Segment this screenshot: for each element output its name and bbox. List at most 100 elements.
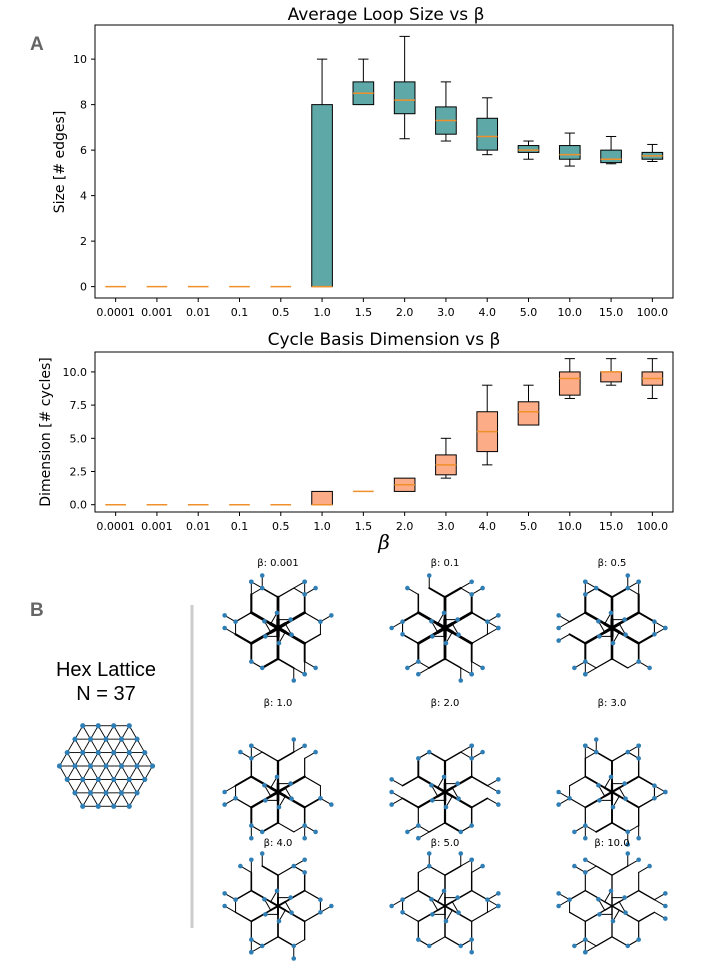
- graph-node: [455, 781, 460, 786]
- graph-edge: [428, 936, 446, 947]
- graph-node: [636, 579, 641, 585]
- graph-node: [416, 937, 421, 942]
- graph-node: [274, 888, 280, 894]
- graph-edge: [470, 611, 489, 623]
- graph-node: [623, 632, 628, 638]
- mini-graphs: β: 0.001 β: 0.1 β: 0.5 β: 1.0 β: 2.0 β: 3.0 β:…: [222, 558, 668, 961]
- graph-node: [249, 823, 254, 828]
- graph-node: [610, 804, 616, 810]
- graph-node: [636, 937, 641, 942]
- graph-node: [647, 863, 652, 869]
- graph-edge: [417, 889, 439, 903]
- lattice-node: [111, 803, 117, 809]
- lattice-node: [134, 763, 140, 769]
- graph-edge: [269, 905, 279, 912]
- graph-edge: [618, 889, 640, 903]
- graph-edge: [284, 889, 306, 903]
- graph-node: [469, 743, 474, 749]
- xtick-label: 0.01: [186, 520, 211, 533]
- graph-node: [259, 585, 265, 591]
- ytick-label: 10.0: [63, 366, 88, 379]
- graph-node: [233, 897, 238, 902]
- lattice-node: [80, 776, 86, 783]
- box-body: [517, 145, 540, 153]
- graph-node: [556, 613, 561, 618]
- lattice-node: [80, 803, 86, 809]
- ytick-label: 0: [80, 281, 87, 294]
- chart1-frame: [94, 24, 674, 299]
- graph-edge: [444, 821, 462, 833]
- graph-edge: [277, 751, 295, 763]
- graph-node: [556, 891, 561, 896]
- lattice-node: [126, 749, 132, 756]
- graph-node: [583, 659, 588, 664]
- graph-edge: [444, 751, 462, 762]
- lattice-node: [95, 723, 101, 729]
- graph-node: [249, 857, 254, 863]
- graph-edge: [428, 751, 446, 762]
- xtick-label: 100.0: [637, 306, 669, 319]
- graph-node: [263, 634, 268, 639]
- lattice-node: [126, 776, 132, 783]
- graph-node: [274, 774, 280, 780]
- graph-node: [288, 781, 293, 786]
- graph-edge: [611, 658, 629, 669]
- graph-node: [496, 802, 501, 807]
- graph-edge: [444, 900, 454, 907]
- graph-node: [405, 585, 410, 591]
- graph-node: [610, 640, 616, 646]
- lattice-node: [111, 723, 117, 729]
- box-body: [311, 104, 333, 288]
- lattice-node: [87, 790, 94, 796]
- graph-edge: [401, 775, 420, 787]
- graph-edge: [261, 821, 279, 833]
- graph-edge: [304, 776, 322, 787]
- graph-edge: [595, 821, 613, 833]
- graph-edge: [284, 775, 306, 789]
- mini-graph-title: β: 2.0: [431, 698, 460, 709]
- chart2-xlabel: β: [377, 530, 390, 554]
- graph-edge: [568, 633, 587, 645]
- xtick-label: 1.0: [313, 306, 331, 319]
- graph-node: [288, 895, 293, 900]
- lattice-node: [111, 776, 117, 783]
- graph-node: [416, 671, 421, 677]
- graph-node: [583, 949, 588, 955]
- box-100.0: [641, 358, 664, 399]
- graph-node: [443, 640, 449, 646]
- graph-edge: [261, 936, 279, 947]
- graph-edge: [283, 630, 307, 645]
- graph-node: [652, 619, 657, 624]
- graph-node: [233, 619, 238, 624]
- graph-node: [583, 870, 588, 875]
- graph-edge: [595, 865, 613, 876]
- xtick-label: 0.01: [186, 306, 211, 319]
- graph-edge: [304, 890, 322, 901]
- graph-node: [313, 829, 318, 835]
- graph-edge: [611, 936, 629, 947]
- box-1.0: [311, 490, 333, 506]
- graph-node: [313, 585, 318, 591]
- chart2-title: Cycle Basis Dimension vs β: [268, 330, 501, 350]
- graph-node: [259, 851, 265, 856]
- xtick-label: 5.0: [520, 520, 538, 533]
- graph-edge: [234, 611, 252, 623]
- mini-graph-8: β: 5.0: [389, 838, 501, 955]
- graph-node: [583, 579, 588, 585]
- graph-node: [389, 903, 394, 909]
- graph-node: [625, 943, 631, 949]
- graph-node: [249, 743, 254, 749]
- mini-graph-6: β: 3.0: [556, 698, 668, 847]
- box-100.0: [641, 143, 664, 162]
- graph-node: [583, 835, 588, 841]
- box-10.0: [558, 358, 581, 399]
- graph-node: [567, 796, 572, 801]
- graph-edge: [436, 905, 446, 912]
- box-15.0: [600, 358, 622, 386]
- graph-edge: [584, 909, 606, 923]
- graph-edge: [284, 795, 306, 809]
- graph-edge: [283, 611, 307, 626]
- graph-node: [556, 802, 561, 807]
- graph-node: [572, 829, 577, 835]
- xtick-label: 10.0: [558, 520, 583, 533]
